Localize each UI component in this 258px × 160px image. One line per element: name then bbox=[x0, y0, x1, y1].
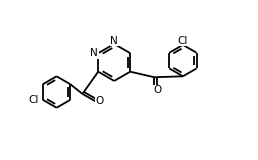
Text: Cl: Cl bbox=[28, 95, 39, 105]
Text: N: N bbox=[110, 36, 118, 46]
Text: N: N bbox=[90, 48, 98, 58]
Text: O: O bbox=[95, 96, 104, 106]
Text: O: O bbox=[154, 85, 162, 95]
Text: Cl: Cl bbox=[178, 36, 188, 46]
